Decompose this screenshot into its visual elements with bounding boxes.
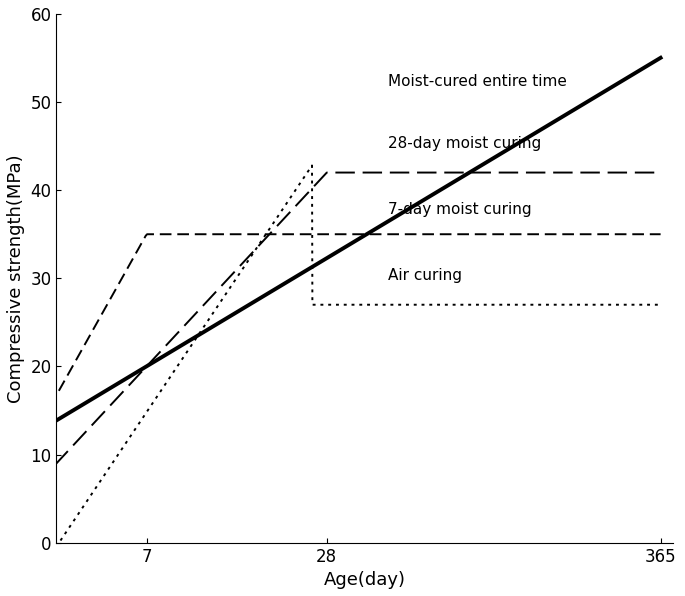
Text: Moist-cured entire time: Moist-cured entire time (388, 74, 567, 89)
Text: Air curing: Air curing (388, 268, 462, 283)
Text: 7-day moist curing: 7-day moist curing (388, 201, 532, 216)
X-axis label: Age(day): Age(day) (323, 571, 406, 589)
Text: 28-day moist curing: 28-day moist curing (388, 135, 542, 151)
Y-axis label: Compressive strength(MPa): Compressive strength(MPa) (7, 154, 25, 403)
